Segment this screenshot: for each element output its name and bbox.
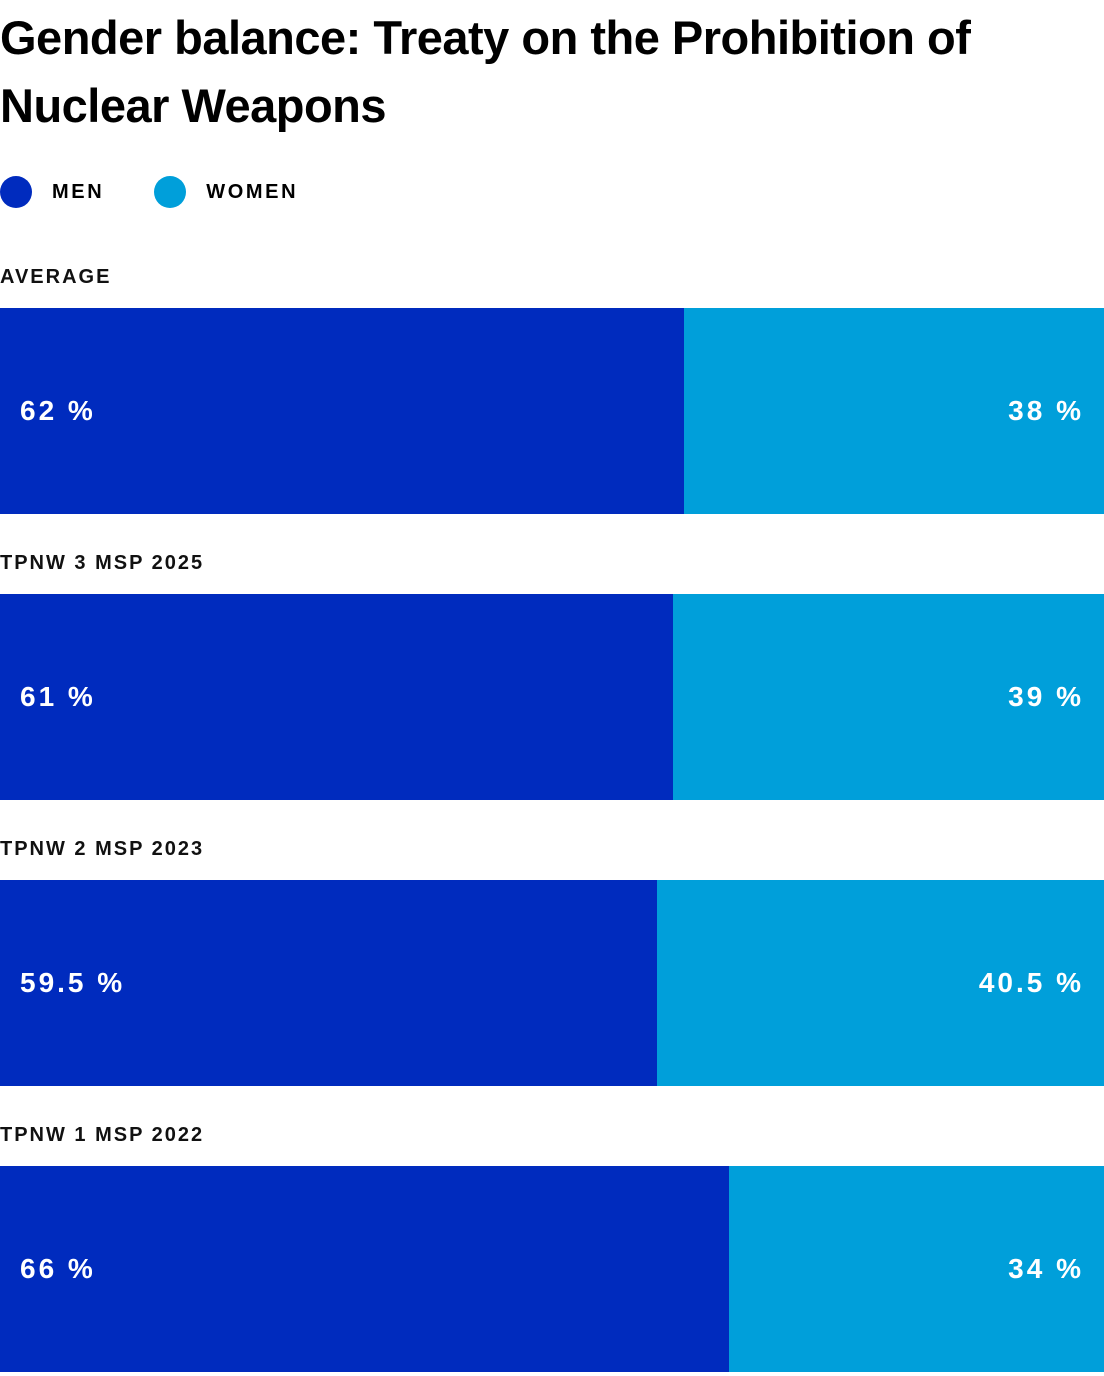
bar-row-tpnw-2-msp-2023: 59.5 % 40.5 % xyxy=(0,880,1104,1086)
chart-title: Gender balance: Treaty on the Prohibitio… xyxy=(0,11,971,132)
bar-segment-men: 62 % xyxy=(0,308,684,514)
bar-segment-women: 34 % xyxy=(729,1166,1104,1372)
data-label-women: 39 % xyxy=(1008,681,1084,712)
bar-segment-women: 38 % xyxy=(684,308,1104,514)
category-label-tpnw-3-msp-2025: TPNW 3 MSP 2025 xyxy=(0,552,205,574)
bar-segment-women: 40.5 % xyxy=(657,880,1104,1086)
data-label-men: 66 % xyxy=(20,1253,96,1284)
legend-swatch-men xyxy=(0,176,32,208)
legend-item-women: WOMEN xyxy=(154,176,298,208)
legend-item-men: MEN xyxy=(0,176,104,208)
bar-segment-women: 39 % xyxy=(673,594,1104,800)
bar-segment-men: 61 % xyxy=(0,594,673,800)
bar-row-average: 62 % 38 % xyxy=(0,308,1104,514)
category-label-tpnw-2-msp-2023: TPNW 2 MSP 2023 xyxy=(0,838,205,860)
bar-segment-men: 66 % xyxy=(0,1166,729,1372)
bar-segment-men: 59.5 % xyxy=(0,880,657,1086)
data-label-women: 40.5 % xyxy=(978,967,1084,998)
legend-label-men: MEN xyxy=(52,180,105,203)
data-label-men: 59.5 % xyxy=(20,967,126,998)
legend-swatch-women xyxy=(154,176,187,208)
bar-row-tpnw-1-msp-2022: 66 % 34 % xyxy=(0,1166,1104,1372)
legend: MEN WOMEN xyxy=(0,176,348,208)
legend-label-women: WOMEN xyxy=(206,180,299,203)
category-label-average: AVERAGE xyxy=(0,266,112,288)
bar-row-tpnw-3-msp-2025: 61 % 39 % xyxy=(0,594,1104,800)
data-label-women: 38 % xyxy=(1008,395,1084,426)
category-label-tpnw-1-msp-2022: TPNW 1 MSP 2022 xyxy=(0,1124,205,1146)
data-label-women: 34 % xyxy=(1008,1253,1084,1284)
data-label-men: 61 % xyxy=(20,681,96,712)
data-label-men: 62 % xyxy=(20,395,96,426)
